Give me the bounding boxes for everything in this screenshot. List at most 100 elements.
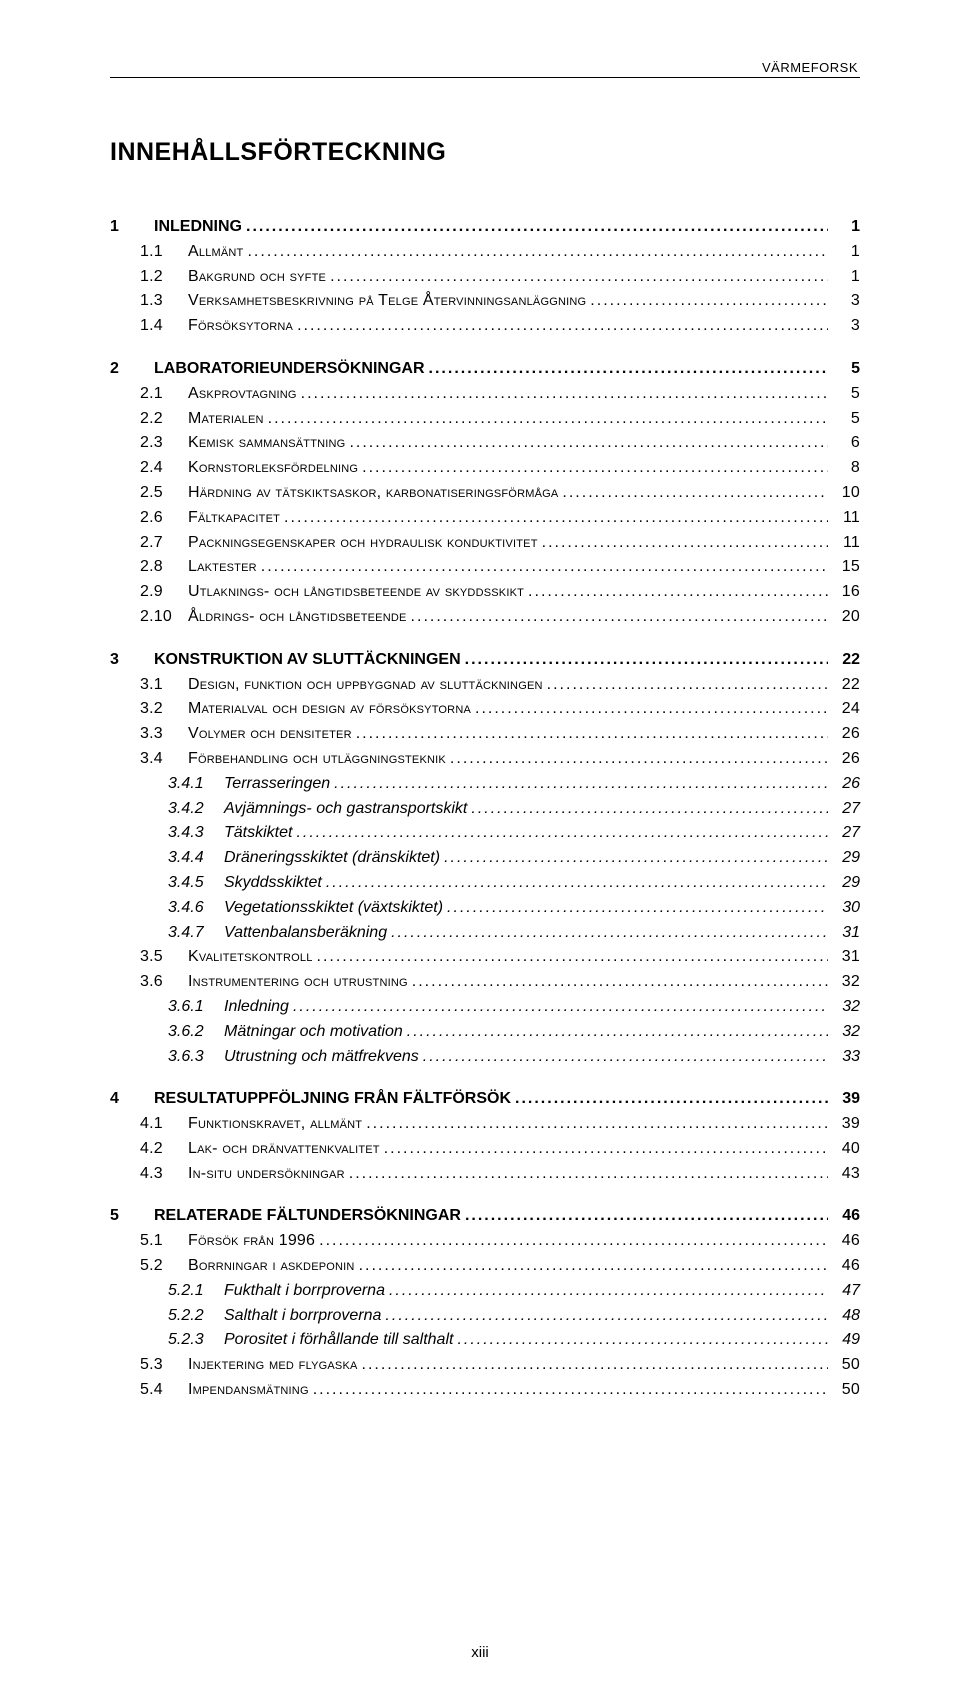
toc-entry-page: 20 — [832, 605, 860, 630]
toc-entry: 2.10Åldrings- och långtidsbeteende20 — [110, 605, 860, 630]
toc-entry: 2.2Materialen5 — [110, 407, 860, 432]
toc-entry-number: 2.3 — [110, 431, 182, 456]
toc-entry-number: 3.6.1 — [110, 995, 218, 1020]
toc-entry-number: 3.4 — [110, 747, 182, 772]
toc-entry-number: 3.3 — [110, 722, 182, 747]
toc-entry-page: 39 — [832, 1087, 860, 1112]
toc-entry: 3.5Kvalitetskontroll31 — [110, 945, 860, 970]
toc-entry-label: KONSTRUKTION AV SLUTTÄCKNINGEN — [148, 648, 461, 673]
toc-entry-label: Design, funktion och uppbyggnad av slutt… — [182, 673, 543, 698]
toc-leader-dots — [429, 357, 828, 382]
toc-entry-label: In-situ undersökningar — [182, 1162, 345, 1187]
toc-entry-label: LABORATORIEUNDERSÖKNINGAR — [148, 357, 425, 382]
toc-entry-number: 2.2 — [110, 407, 182, 432]
toc-leader-dots — [475, 697, 828, 722]
toc-entry-number: 2.7 — [110, 531, 182, 556]
toc-entry-label: Utrustning och mätfrekvens — [218, 1045, 419, 1070]
toc-entry-label: Skyddsskiktet — [218, 871, 322, 896]
toc-entry-page: 40 — [832, 1137, 860, 1162]
toc-entry-label: Porositet i förhållande till salthalt — [218, 1328, 453, 1353]
toc-entry-label: Tätskiktet — [218, 821, 292, 846]
toc-entry: 3.2Materialval och design av försöksytor… — [110, 697, 860, 722]
toc-entry-label: Laktester — [182, 555, 257, 580]
toc-entry: 3.4.5Skyddsskiktet29 — [110, 871, 860, 896]
toc-entry: 5.2Borrningar i askdeponin46 — [110, 1254, 860, 1279]
toc-entry-page: 27 — [832, 821, 860, 846]
toc-entry-page: 6 — [832, 431, 860, 456]
toc-entry-number: 5.2.1 — [110, 1279, 218, 1304]
toc-entry: 3.4.7Vattenbalansberäkning31 — [110, 921, 860, 946]
document-page: VÄRMEFORSK INNEHÅLLSFÖRTECKNING 1INLEDNI… — [0, 0, 960, 1701]
toc-leader-dots — [547, 673, 828, 698]
toc-entry: 4.2Lak- och dränvattenkvalitet40 — [110, 1137, 860, 1162]
toc-leader-dots — [444, 846, 828, 871]
toc-entry: 5.3Injektering med flygaska50 — [110, 1353, 860, 1378]
toc-entry-number: 2.4 — [110, 456, 182, 481]
toc-entry-label: Dräneringsskiktet (dränskiktet) — [218, 846, 440, 871]
toc-entry-page: 31 — [832, 921, 860, 946]
toc-entry-number: 4 — [110, 1087, 148, 1112]
toc-entry-number: 4.2 — [110, 1137, 182, 1162]
toc-entry-label: Askprovtagning — [182, 382, 297, 407]
toc-leader-dots — [542, 531, 828, 556]
toc-entry-page: 11 — [832, 531, 860, 556]
toc-entry-number: 1.3 — [110, 289, 182, 314]
toc-entry-number: 3.6 — [110, 970, 182, 995]
toc-entry-number: 3.5 — [110, 945, 182, 970]
toc-leader-dots — [356, 722, 828, 747]
toc-entry-page: 47 — [832, 1279, 860, 1304]
header-rule — [110, 77, 860, 78]
toc-leader-dots — [296, 821, 828, 846]
toc-entry-label: Mätningar och motivation — [218, 1020, 403, 1045]
toc-entry-label: Utlaknings- och långtidsbeteende av skyd… — [182, 580, 524, 605]
toc-entry-label: Salthalt i borrproverna — [218, 1304, 381, 1329]
toc-entry-label: Vattenbalansberäkning — [218, 921, 387, 946]
toc-leader-dots — [330, 265, 828, 290]
toc-entry-label: Terrasseringen — [218, 772, 330, 797]
toc-entry-page: 32 — [832, 995, 860, 1020]
toc-entry: 5.2.1Fukthalt i borrproverna47 — [110, 1279, 860, 1304]
toc-leader-dots — [465, 648, 828, 673]
toc-entry-label: Verksamhetsbeskrivning på Telge Återvinn… — [182, 289, 586, 314]
toc-entry: 2.3Kemisk sammansättning6 — [110, 431, 860, 456]
toc-entry-label: Impendansmätning — [182, 1378, 309, 1403]
toc-entry-page: 39 — [832, 1112, 860, 1137]
toc-entry-page: 1 — [832, 240, 860, 265]
toc-entry-page: 33 — [832, 1045, 860, 1070]
toc-entry-number: 1 — [110, 215, 148, 240]
toc-entry-page: 31 — [832, 945, 860, 970]
toc-entry: 3.6Instrumentering och utrustning32 — [110, 970, 860, 995]
toc-entry: 3.4.4Dräneringsskiktet (dränskiktet)29 — [110, 846, 860, 871]
toc-entry: 5.4Impendansmätning50 — [110, 1378, 860, 1403]
toc-leader-dots — [366, 1112, 828, 1137]
toc-entry-label: Allmänt — [182, 240, 243, 265]
toc-leader-dots — [362, 1353, 828, 1378]
toc-leader-dots — [447, 896, 828, 921]
toc-entry-page: 8 — [832, 456, 860, 481]
toc-entry-label: Injektering med flygaska — [182, 1353, 358, 1378]
toc-entry-label: Borrningar i askdeponin — [182, 1254, 355, 1279]
toc-entry: 2.8Laktester15 — [110, 555, 860, 580]
toc-entry-page: 30 — [832, 896, 860, 921]
toc-entry: 3.6.1Inledning32 — [110, 995, 860, 1020]
table-of-contents: 1INLEDNING11.1Allmänt11.2Bakgrund och sy… — [110, 215, 860, 1403]
toc-entry: 1.1Allmänt1 — [110, 240, 860, 265]
toc-entry-page: 3 — [832, 289, 860, 314]
toc-entry-label: Härdning av tätskiktsaskor, karbonatiser… — [182, 481, 558, 506]
toc-entry: 3.4.1Terrasseringen26 — [110, 772, 860, 797]
toc-entry-page: 43 — [832, 1162, 860, 1187]
toc-entry-label: Volymer och densiteter — [182, 722, 352, 747]
toc-entry: 2.9Utlaknings- och långtidsbeteende av s… — [110, 580, 860, 605]
toc-leader-dots — [349, 1162, 828, 1187]
toc-entry-number: 3.6.3 — [110, 1045, 218, 1070]
toc-leader-dots — [465, 1204, 828, 1229]
toc-entry: 3.1Design, funktion och uppbyggnad av sl… — [110, 673, 860, 698]
toc-entry: 5.2.2Salthalt i borrproverna48 — [110, 1304, 860, 1329]
toc-entry-page: 22 — [832, 648, 860, 673]
toc-entry-number: 3.4.3 — [110, 821, 218, 846]
toc-entry-page: 46 — [832, 1254, 860, 1279]
toc-entry-number: 5.2.3 — [110, 1328, 218, 1353]
toc-entry-page: 29 — [832, 871, 860, 896]
toc-entry: 3.6.3Utrustning och mätfrekvens 33 — [110, 1045, 860, 1070]
toc-leader-dots — [515, 1087, 828, 1112]
